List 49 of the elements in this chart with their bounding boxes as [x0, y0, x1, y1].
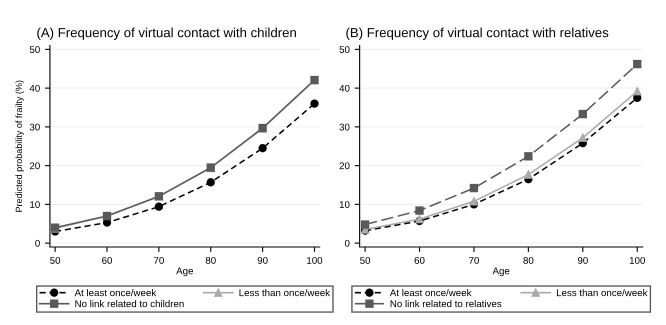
point [633, 60, 642, 68]
point [206, 178, 215, 186]
x-tick-label: 100 [307, 256, 322, 264]
y-tick-label: 40 [30, 84, 40, 92]
point [524, 170, 533, 179]
legend-label: Less than once/week [556, 289, 648, 296]
y-tick-label: 50 [339, 46, 350, 53]
legend-label: At least once/week [74, 289, 156, 296]
y-tick-label: 50 [30, 46, 40, 53]
legend-label: Less than once/week [240, 289, 330, 296]
y-tick-label: 40 [339, 84, 350, 92]
x-tick-label: 60 [414, 256, 425, 264]
point [154, 202, 164, 211]
y-tick-label: 10 [340, 201, 350, 208]
y-tick-label: 30 [30, 124, 40, 130]
point [578, 110, 587, 118]
point [578, 134, 587, 142]
x-tick-label: 90 [578, 256, 588, 264]
x-tick-label: 50 [360, 256, 370, 264]
x-tick-label: 50 [50, 256, 60, 264]
point [360, 220, 370, 229]
x-tick-label: 90 [258, 256, 268, 264]
y-tick-label: 20 [30, 162, 40, 170]
x-tick-label: 100 [630, 256, 645, 264]
chart-title: (A) Frequency of virtual contact with children [37, 28, 296, 40]
legend-label: At least once/week [390, 289, 472, 296]
x-tick-label: 70 [469, 256, 479, 264]
point [470, 197, 478, 206]
point [470, 184, 478, 192]
y-tick-label: 0 [344, 240, 350, 247]
chart-title: (B) Frequency of virtual contact with relatives [346, 28, 608, 40]
x-tick-label: 70 [154, 256, 164, 264]
point [310, 99, 319, 108]
x-tick-label: 60 [102, 256, 112, 264]
point [633, 87, 642, 96]
y-axis-title: Predicted probability of frailty (%) [15, 80, 24, 212]
y-tick-label: 30 [339, 124, 350, 130]
point [524, 152, 533, 160]
x-tick-label: 80 [206, 256, 216, 264]
point [415, 206, 424, 215]
x-tick-label: 80 [523, 256, 534, 264]
y-tick-label: 10 [30, 201, 40, 208]
legend-label: No link related to children [75, 300, 184, 308]
y-tick-label: 20 [340, 162, 350, 170]
y-tick-label: 0 [35, 240, 40, 247]
x-axis-title: Age [492, 268, 510, 276]
x-axis-title: Age [176, 268, 194, 276]
legend-label: No link related to relatives [390, 300, 502, 308]
point [258, 144, 267, 152]
